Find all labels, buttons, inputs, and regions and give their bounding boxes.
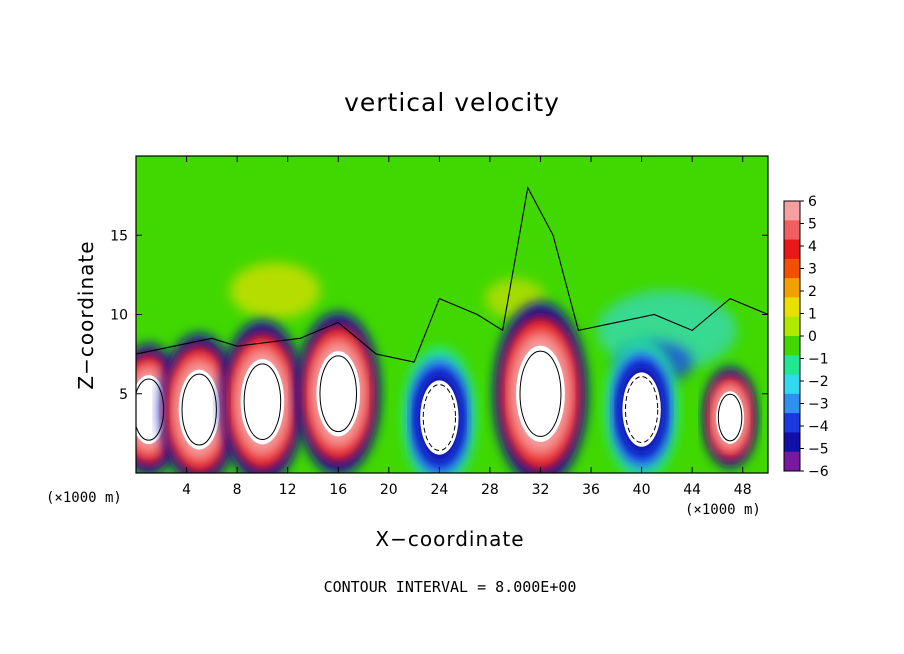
x-tick-label: 24: [430, 482, 448, 498]
x-tick-label: 44: [683, 482, 701, 498]
x-tick-label: 28: [481, 482, 499, 498]
x-unit-label-left: (×1000 m): [46, 490, 122, 506]
cell-ring: [622, 372, 661, 447]
cell-ring: [420, 380, 459, 455]
colorbar-tick-label: 4: [808, 239, 817, 255]
contour-line: [136, 378, 165, 441]
cell-ring: [516, 345, 565, 442]
colorbar-segment: [784, 393, 800, 414]
updraft-cell: [494, 302, 587, 473]
colorbar-tick-label: 2: [808, 284, 817, 300]
contour-lines: [136, 186, 768, 452]
colorbar-segment: [784, 432, 800, 453]
cell-ring: [240, 359, 285, 445]
contour-line: [243, 363, 282, 441]
x-axis-label: X−coordinate: [375, 527, 525, 551]
colorbar-tick-label: −4: [808, 419, 829, 435]
x-tick-label: 32: [532, 482, 550, 498]
colorbar-segment: [784, 220, 800, 241]
colorbar-tick-label: 0: [808, 329, 817, 345]
y-tick-label: 15: [110, 228, 128, 244]
cell-ring: [316, 351, 361, 437]
x-tick-label: 48: [734, 482, 752, 498]
x-tick-label: 16: [329, 482, 347, 498]
colorbar-tick-label: −5: [808, 442, 829, 458]
updraft-cell: [220, 320, 304, 473]
colorbar-segment: [784, 336, 800, 356]
colorbar-tick-label: 1: [808, 307, 817, 323]
contour-line: [624, 376, 659, 444]
contour-line: [181, 373, 217, 446]
colorbar-segment: [784, 355, 800, 376]
cell-ring: [178, 369, 220, 450]
x-tick-label: 40: [633, 482, 651, 498]
cell-ring: [136, 375, 167, 445]
colorbar-tick-label: −6: [808, 464, 829, 480]
colorbar-tick-label: 6: [808, 194, 817, 210]
chart-title: vertical velocity: [344, 88, 560, 117]
y-tick-label: 5: [119, 387, 128, 403]
contour-line: [717, 393, 743, 442]
velocity-field: [136, 156, 768, 473]
x-tick-label: 8: [233, 482, 242, 498]
colorbar-segment: [784, 278, 800, 298]
weak-updraft-area: [230, 262, 321, 319]
x-unit-label-right: (×1000 m): [685, 502, 761, 518]
colorbar-segment: [784, 201, 800, 221]
colorbar-segment: [784, 258, 800, 279]
colorbar-segment: [784, 297, 800, 318]
downdraft-cell: [402, 346, 476, 473]
x-tick-label: 20: [380, 482, 398, 498]
colorbar-tick-label: −1: [808, 352, 829, 368]
colorbar-segment: [784, 451, 800, 472]
contour-interval-note: CONTOUR INTERVAL = 8.000E+00: [323, 578, 577, 596]
colorbar-segment: [784, 239, 800, 260]
x-tick-label: 36: [582, 482, 600, 498]
downdraft-cell: [605, 338, 679, 473]
colorbar-tick-label: −2: [808, 374, 829, 390]
colorbar-tick-label: −3: [808, 397, 829, 413]
x-tick-label: 12: [279, 482, 297, 498]
colorbar-segment: [784, 374, 800, 395]
zero-contour: [136, 186, 768, 363]
updraft-cell: [296, 312, 380, 473]
y-tick-label: 10: [110, 308, 128, 324]
contour-line: [519, 350, 562, 437]
colorbar-segment: [784, 316, 800, 337]
contour-line: [319, 355, 358, 433]
colorbar-segment: [784, 413, 800, 433]
x-tick-label: 4: [182, 482, 191, 498]
colorbar-tick-label: 3: [808, 262, 817, 278]
contour-line: [422, 384, 456, 452]
colorbar-tick-label: 5: [808, 217, 817, 233]
updraft-cell: [703, 367, 757, 468]
colorbar: 6 5 4 3 2 1 0 −1 −2 −3 −4 −5 −6: [783, 194, 829, 480]
cell-ring: [716, 391, 745, 444]
